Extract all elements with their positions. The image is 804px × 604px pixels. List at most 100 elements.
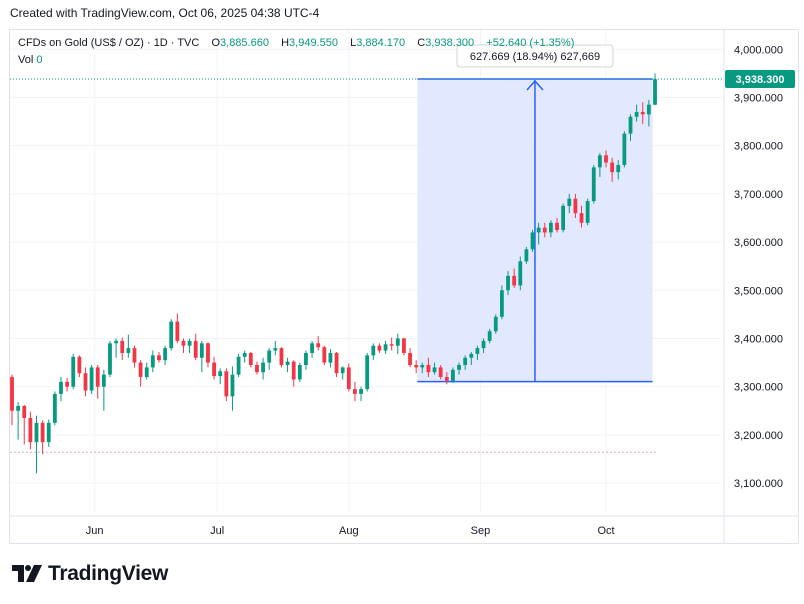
candle <box>316 336 321 351</box>
candle <box>273 340 278 356</box>
candle <box>646 99 651 127</box>
candle <box>150 350 155 373</box>
candle-body <box>187 340 192 346</box>
candle <box>555 217 559 233</box>
candle-body <box>536 227 541 233</box>
candle-body <box>402 338 406 353</box>
high-value: 3,949.550 <box>289 37 338 49</box>
candle <box>414 360 419 374</box>
candle-body <box>46 422 51 443</box>
candle-body <box>175 321 180 341</box>
candle-body <box>487 331 492 341</box>
candle-body <box>169 321 174 349</box>
candle-body <box>389 344 394 346</box>
candle <box>65 378 70 392</box>
candle-body <box>218 371 223 377</box>
candle-body <box>310 343 314 353</box>
candle-body <box>248 352 253 365</box>
candle-body <box>395 338 400 346</box>
measure-tool[interactable] <box>417 78 653 383</box>
candle-body <box>52 393 57 423</box>
candle-body <box>206 343 210 363</box>
candle-body <box>83 373 88 391</box>
tradingview-logo-icon <box>12 565 42 582</box>
candle <box>402 337 406 356</box>
candle <box>279 347 284 368</box>
open-label: O <box>211 37 221 49</box>
candle <box>199 340 204 373</box>
candle <box>365 352 370 392</box>
candle <box>230 366 235 411</box>
candle <box>628 114 633 141</box>
candle-body <box>10 377 14 411</box>
candle-body <box>22 405 27 419</box>
y-tick-label: 3,800.000 <box>734 141 783 153</box>
candles <box>10 73 657 474</box>
chart-frame[interactable] <box>9 29 799 544</box>
price-axis: 4,000.000 3,900.000 3,800.000 3,700.000 3,60… <box>734 44 783 490</box>
candle-body <box>591 167 596 202</box>
candle-body <box>59 381 63 394</box>
candle-body <box>585 201 590 223</box>
volume-value: 0 <box>36 54 43 66</box>
candle-body <box>242 352 247 357</box>
candle-body <box>334 352 339 374</box>
candle-body <box>150 355 155 368</box>
candle-body <box>261 362 265 373</box>
low-value: 3,884.170 <box>356 37 406 49</box>
y-tick-label: 3,700.000 <box>734 189 783 201</box>
tradingview-logo[interactable]: TradingView <box>12 562 168 586</box>
candle <box>304 350 308 370</box>
candle <box>40 420 45 455</box>
candle-body <box>138 362 143 378</box>
candle-body <box>604 155 608 163</box>
candle <box>297 362 302 382</box>
candle <box>591 164 596 204</box>
candle <box>261 357 265 380</box>
candle <box>77 355 82 378</box>
candle-body <box>322 347 327 363</box>
candle-body <box>157 355 161 361</box>
candle-body <box>328 352 333 363</box>
candle <box>653 73 657 106</box>
candle-body <box>132 348 137 363</box>
candle <box>481 338 486 353</box>
candle-body <box>371 345 376 356</box>
candle-body <box>524 249 529 262</box>
candle <box>567 193 572 214</box>
candle <box>395 333 400 354</box>
x-tick-label: Aug <box>339 525 359 537</box>
candle <box>255 361 259 375</box>
candle-body <box>304 352 308 365</box>
chart-legend: CFDs on Gold (US$ / OZ) · 1D · TVC O3,88… <box>18 35 574 69</box>
candle-body <box>377 345 382 351</box>
legend-row-ohlc: CFDs on Gold (US$ / OZ) · 1D · TVC O3,88… <box>18 35 574 52</box>
candle-body <box>646 104 651 115</box>
candle-body <box>573 198 578 214</box>
candle <box>340 366 345 380</box>
measure-label: 627.669 (18.94%) 627,669 <box>470 51 600 63</box>
candle-body <box>506 275 510 291</box>
candle <box>242 350 247 363</box>
candle <box>500 285 504 320</box>
candle <box>548 220 553 238</box>
candle-body <box>530 232 535 250</box>
candle <box>585 198 590 226</box>
last-price-badge <box>725 70 795 89</box>
candle-body <box>481 340 486 349</box>
candle-body <box>77 356 82 374</box>
candle <box>206 342 210 368</box>
high-label: H <box>281 37 290 49</box>
candle-body <box>463 357 468 365</box>
candle-body <box>555 222 559 231</box>
candle <box>518 256 523 291</box>
open-value: 3,885.660 <box>220 37 269 49</box>
candle <box>579 205 584 228</box>
candle <box>389 337 394 351</box>
candle <box>457 362 461 375</box>
candle <box>224 368 229 402</box>
candle <box>101 369 106 411</box>
y-tick-label: 3,200.000 <box>734 430 783 442</box>
candle <box>493 314 498 334</box>
